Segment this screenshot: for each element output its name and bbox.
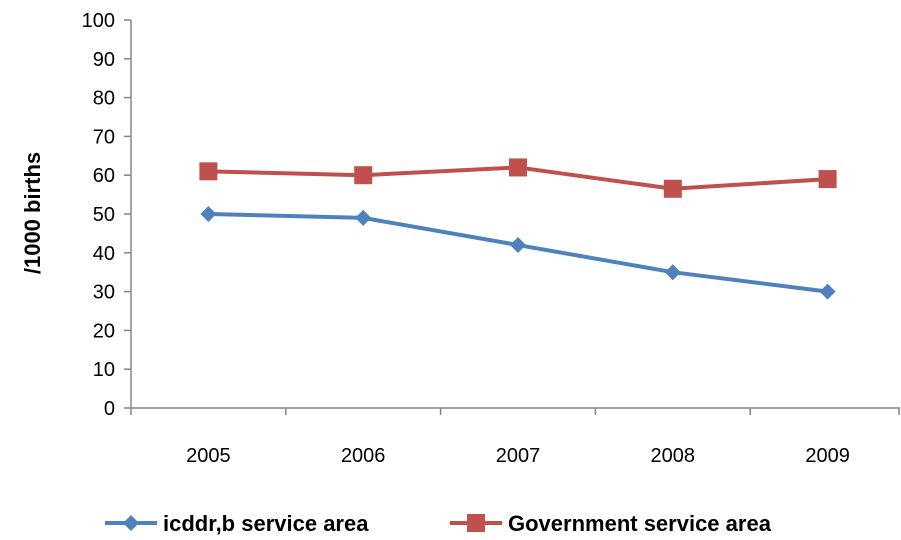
data-point-square	[818, 170, 837, 189]
y-axis: 0 10 20 30 40 50 60 70 80 90 100	[82, 10, 132, 420]
y-tick-label: 70	[93, 126, 115, 148]
data-point-diamond	[355, 209, 372, 226]
data-point-square	[199, 162, 218, 181]
data-point-diamond	[200, 206, 217, 222]
legend: icddr,b service area Government service a…	[105, 511, 772, 536]
series-layer	[199, 158, 837, 300]
y-tick-label: 10	[93, 359, 115, 381]
y-tick-label: 30	[93, 282, 115, 304]
x-tick-label: 2009	[805, 445, 850, 467]
y-tick-label: 50	[93, 204, 115, 226]
x-tick-label: 2005	[186, 445, 231, 467]
series-2	[199, 158, 837, 198]
data-point-square	[354, 166, 373, 185]
x-axis: 2005 2006 2007 2008 2009	[130, 407, 900, 467]
data-point-diamond	[510, 237, 526, 254]
y-tick-label: 100	[82, 10, 115, 32]
y-tick-label: 80	[93, 88, 115, 110]
data-point-square	[509, 158, 527, 177]
y-tick-label: 20	[93, 320, 115, 342]
y-axis-title: /1000 births	[20, 152, 45, 274]
data-point-diamond	[819, 283, 836, 300]
legend-marker-diamond	[123, 515, 139, 531]
legend-marker-square	[467, 514, 485, 532]
series-1	[200, 206, 836, 300]
y-tick-label: 90	[93, 49, 115, 71]
legend-item: Government service area	[450, 511, 772, 536]
y-tick-label: 0	[104, 398, 115, 420]
x-tick-label: 2007	[496, 445, 541, 467]
x-tick-label: 2006	[341, 445, 386, 467]
x-tick-label: 2008	[651, 445, 696, 467]
y-tick-label: 60	[93, 165, 115, 187]
legend-label: Government service area	[508, 511, 772, 536]
legend-label: icddr,b service area	[163, 511, 369, 536]
y-tick-label: 40	[93, 243, 115, 265]
data-point-square	[663, 179, 682, 198]
legend-item: icddr,b service area	[105, 511, 369, 536]
data-point-diamond	[664, 264, 681, 281]
